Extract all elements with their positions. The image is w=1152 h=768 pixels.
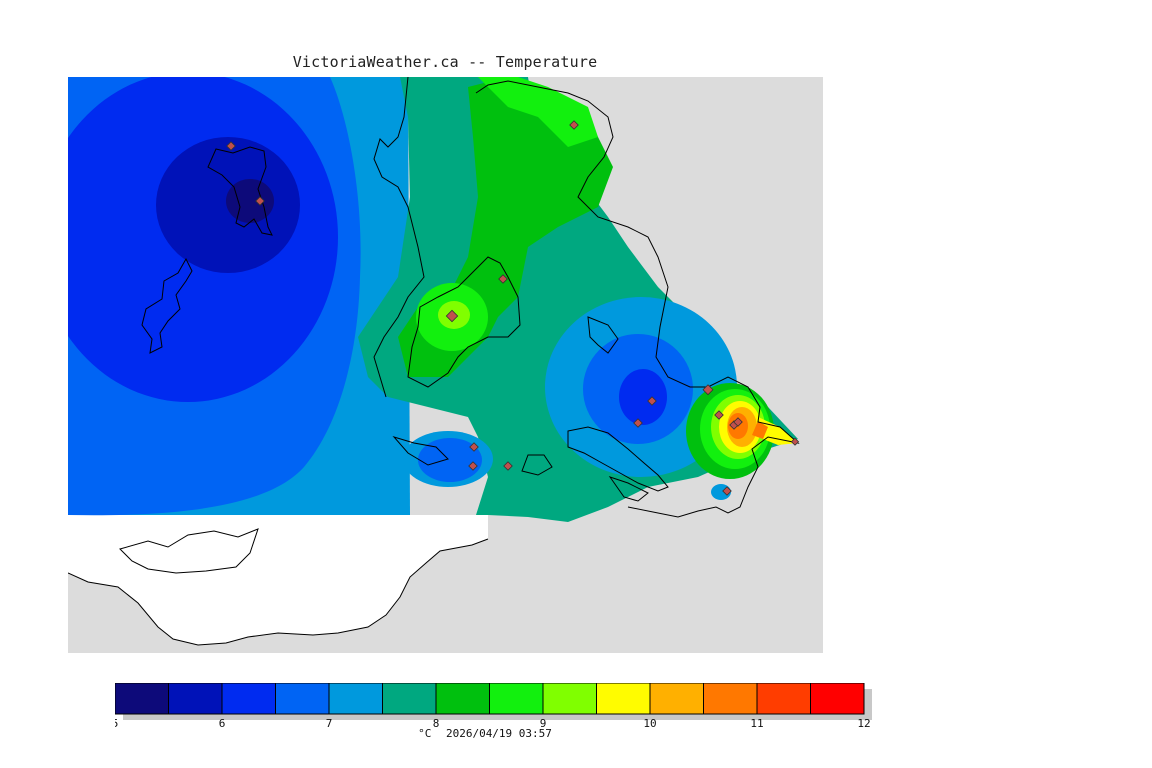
- legend-tick-label: 5: [115, 717, 118, 730]
- color-scale-legend: 5 6 7 8 9 10 11 12: [112, 682, 875, 743]
- legend-tick-label: 6: [219, 717, 226, 730]
- timestamp-label: 2026/04/19 03:57: [445, 727, 552, 740]
- legend-tick-label: 8: [433, 717, 440, 730]
- station-marker[interactable]: [633, 418, 643, 428]
- legend-tick-label: 12: [857, 717, 870, 730]
- legend-swatch: [703, 682, 758, 715]
- legend-caption: °C 2026/04/19 03:57: [0, 727, 970, 740]
- legend-swatch: [756, 682, 811, 715]
- station-marker[interactable]: [702, 384, 714, 396]
- legend-tick-label: 7: [326, 717, 333, 730]
- station-marker[interactable]: [647, 396, 657, 406]
- legend-swatch: [114, 682, 169, 715]
- coastline-outlines: [68, 77, 800, 646]
- station-marker[interactable]: [445, 309, 459, 323]
- weather-stations[interactable]: [226, 120, 800, 496]
- station-marker[interactable]: [569, 120, 579, 130]
- legend-swatch: [168, 682, 223, 715]
- legend-tick-label: 9: [540, 717, 547, 730]
- station-marker[interactable]: [722, 486, 732, 496]
- legend-swatch: [328, 682, 383, 715]
- legend-swatch: [221, 682, 276, 715]
- legend-swatch: [489, 682, 544, 715]
- station-marker[interactable]: [733, 417, 743, 427]
- station-marker[interactable]: [468, 461, 478, 471]
- eastern-temperature-field: [358, 77, 798, 522]
- legend-swatch: [435, 682, 490, 715]
- station-marker[interactable]: [469, 442, 479, 452]
- legend-tick-label: 11: [750, 717, 763, 730]
- unit-label: °C: [418, 727, 432, 740]
- legend-swatch: [596, 682, 651, 715]
- station-marker[interactable]: [226, 141, 236, 151]
- outside-domain-region: [68, 515, 488, 645]
- station-marker[interactable]: [255, 196, 265, 206]
- color-scale: 5 6 7 8 9 10 11 12: [112, 682, 872, 730]
- station-marker[interactable]: [790, 437, 800, 446]
- western-temperature-field: [68, 77, 410, 516]
- legend-tick-label: 10: [643, 717, 656, 730]
- station-marker[interactable]: [714, 410, 724, 420]
- legend-swatch: [382, 682, 437, 715]
- legend-swatch: [649, 682, 704, 715]
- legend-swatch: [542, 682, 597, 715]
- legend-swatch: [275, 682, 330, 715]
- station-marker[interactable]: [503, 461, 513, 471]
- temperature-map: [68, 77, 823, 653]
- station-marker[interactable]: [498, 274, 508, 284]
- legend-swatch: [810, 682, 865, 715]
- map-title: VictoriaWeather.ca -- Temperature: [292, 53, 598, 71]
